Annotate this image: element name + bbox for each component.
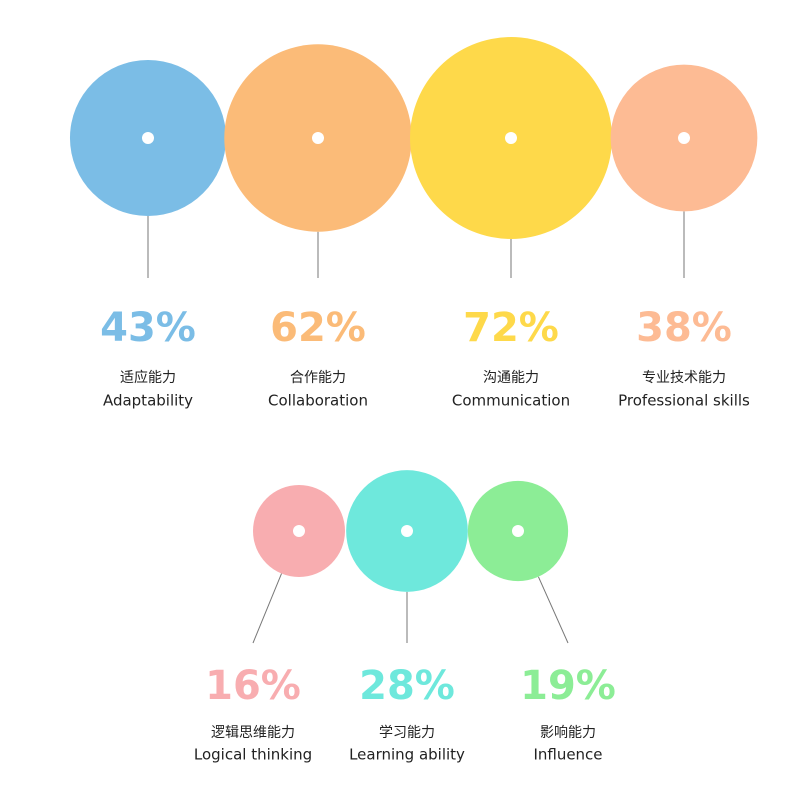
category-label-en: Influence (533, 746, 602, 764)
value-label: 62% (270, 305, 366, 351)
category-label-zh: 影响能力 (540, 725, 596, 741)
category-label-en: Learning ability (349, 746, 465, 764)
category-label-zh: 逻辑思维能力 (211, 725, 295, 741)
category-label-zh: 适应能力 (120, 369, 176, 386)
category-label-en: Logical thinking (194, 746, 312, 764)
bubble-dot (401, 525, 413, 537)
value-label: 38% (636, 305, 732, 351)
bubble-dot (293, 525, 305, 537)
value-label: 19% (520, 663, 616, 709)
category-label-en: Professional skills (618, 392, 750, 410)
bubble-dot (512, 525, 524, 537)
category-label-en: Communication (452, 392, 570, 410)
value-label: 72% (463, 305, 559, 351)
category-label-en: Collaboration (268, 392, 368, 410)
bubble-dot (505, 132, 517, 144)
connector-line (537, 576, 569, 644)
category-label-zh: 专业技术能力 (642, 370, 726, 386)
connector-line (252, 573, 282, 644)
category-label-zh: 沟通能力 (483, 370, 539, 386)
value-label: 43% (100, 305, 196, 351)
category-label-zh: 学习能力 (379, 725, 435, 741)
value-label: 28% (359, 663, 455, 709)
value-label: 16% (205, 663, 301, 709)
category-label-zh: 合作能力 (290, 370, 346, 386)
bubble-dot (312, 132, 324, 144)
bubble-dot (142, 132, 154, 144)
bubble-dot (678, 132, 690, 144)
category-label-en: Adaptability (103, 392, 193, 410)
